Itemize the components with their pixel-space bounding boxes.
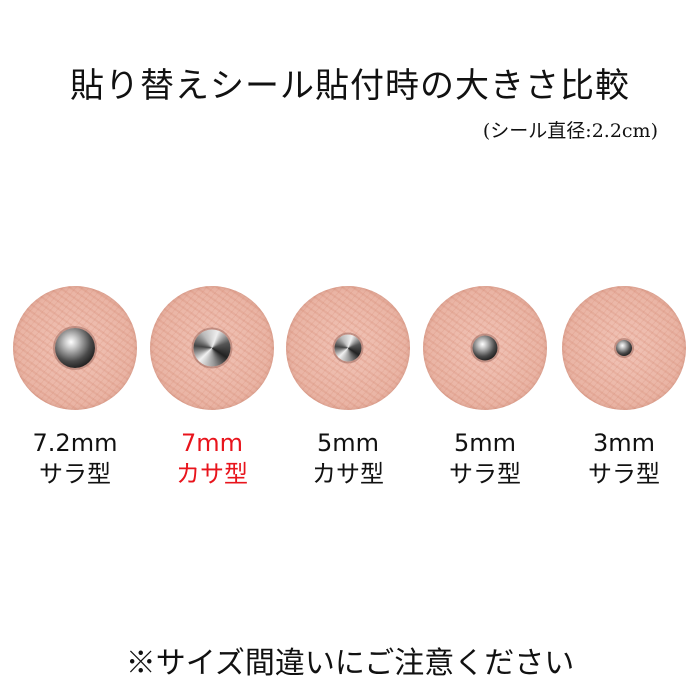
seal-image	[562, 286, 686, 410]
product-7-2mm-sara: 7.2mm サラ型	[10, 286, 140, 490]
seal-diameter-note: (シール直径:2.2cm)	[482, 120, 658, 142]
product-7mm-kasa: 7mm カサ型	[147, 286, 277, 490]
stud-icon	[193, 329, 231, 367]
type-label: カサ型	[312, 460, 384, 488]
stud-icon	[616, 340, 632, 356]
size-label: 5mm	[453, 429, 517, 457]
stud-icon	[55, 328, 95, 368]
size-label: 7mm	[180, 429, 244, 457]
type-label: カサ型	[176, 460, 248, 488]
size-label: 7.2mm	[32, 429, 118, 457]
stud-icon	[472, 335, 498, 361]
seal-image	[150, 286, 274, 410]
product-5mm-kasa: 5mm カサ型	[283, 286, 413, 490]
product-3mm-sara: 3mm サラ型	[559, 286, 689, 490]
size-warning: ※サイズ間違いにご注意ください	[125, 646, 575, 681]
type-label: サラ型	[39, 460, 111, 488]
type-label: サラ型	[449, 460, 521, 488]
size-label: 3mm	[592, 429, 656, 457]
seal-image	[286, 286, 410, 410]
stud-icon	[334, 334, 362, 362]
product-5mm-sara: 5mm サラ型	[420, 286, 550, 490]
seal-image	[13, 286, 137, 410]
size-label: 5mm	[316, 429, 380, 457]
type-label: サラ型	[588, 460, 660, 488]
seal-image	[423, 286, 547, 410]
page-title: 貼り替えシール貼付時の大きさ比較	[70, 66, 630, 106]
